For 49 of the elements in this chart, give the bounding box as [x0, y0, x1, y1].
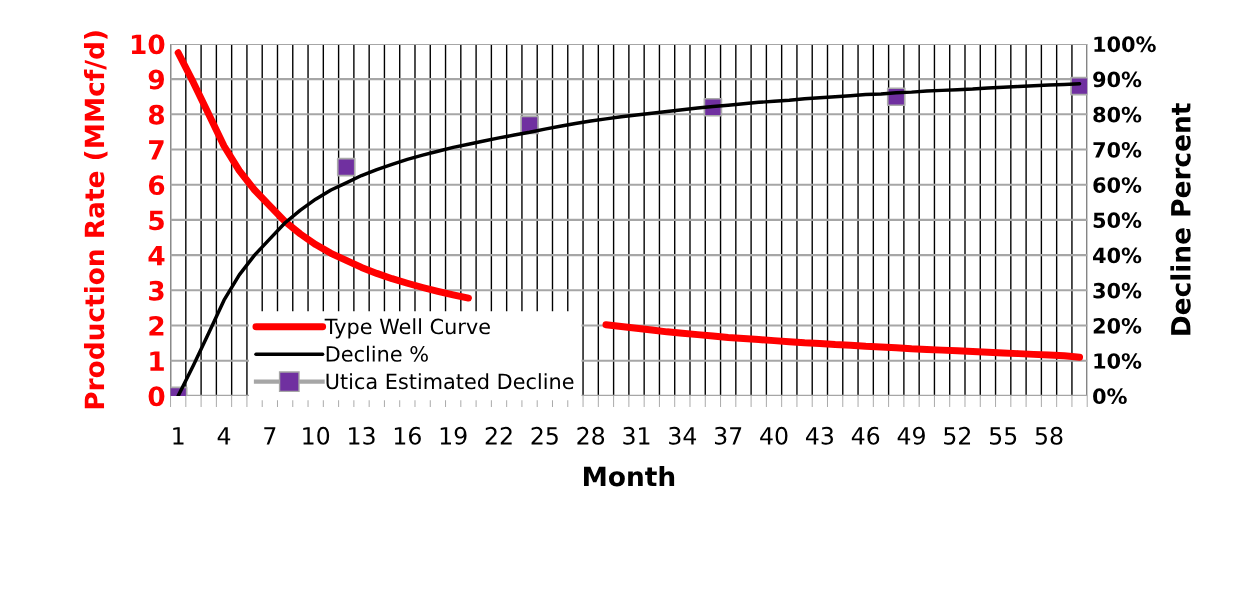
- y-axis-title: Production Rate (MMcf/d): [83, 31, 108, 409]
- y2-tick-label: 10%: [1094, 353, 1142, 369]
- x-axis-title: Month: [584, 465, 675, 487]
- x-tick-label: 40: [760, 426, 788, 445]
- y2-tick-label: 90%: [1093, 71, 1142, 88]
- y2-tick-label: 50%: [1093, 212, 1142, 229]
- y2-tick-label: 60%: [1093, 177, 1142, 193]
- x-tick-label: 43: [805, 426, 833, 445]
- legend-label: Decline %: [326, 345, 428, 362]
- x-tick-label: 13: [349, 426, 375, 445]
- y-tick-label: 2: [149, 315, 164, 336]
- x-tick-label: 16: [394, 426, 421, 445]
- x-tick-label: 22: [485, 426, 512, 445]
- x-tick-label: 19: [440, 426, 467, 445]
- y-tick-label: 0: [148, 386, 165, 407]
- y-tick-label: 6: [148, 175, 165, 196]
- point: [336, 157, 356, 177]
- y2-tick-label: 80%: [1093, 106, 1142, 123]
- y-tick-label: 7: [149, 140, 164, 160]
- y-tick-label: 5: [149, 210, 164, 231]
- y2-tick-label: 70%: [1093, 141, 1142, 158]
- x-tick-label: 46: [851, 426, 880, 445]
- x-tick-label: 1: [173, 427, 184, 445]
- y2-tick-label: 40%: [1093, 247, 1142, 264]
- x-tick-label: 55: [989, 427, 1017, 445]
- x-tick-label: 31: [623, 426, 650, 445]
- y-tick-label: 1: [150, 351, 164, 371]
- x-tick-label: 52: [944, 426, 971, 445]
- x-tick-label: 28: [577, 426, 605, 445]
- x-tick-label: 37: [714, 426, 742, 445]
- x-tick-label: 58: [1035, 426, 1063, 445]
- y-tick-label: 10: [131, 34, 165, 55]
- y-tick-label: 3: [149, 280, 164, 301]
- y-tick-label: 8: [148, 104, 165, 125]
- y2-tick-label: 30%: [1093, 282, 1142, 299]
- x-tick-label: 49: [897, 426, 925, 445]
- y-tick-label: 9: [148, 69, 164, 90]
- y2-tick-label: 0%: [1093, 388, 1127, 405]
- legend-label: Type Well Curve: [324, 318, 490, 339]
- x-tick-label: 34: [669, 426, 697, 445]
- x-tick-label: 7: [264, 427, 276, 445]
- y2-axis-title: Decline Percent: [1170, 103, 1191, 335]
- legend-label: Utica Estimated Decline: [326, 373, 574, 390]
- y2-tick-label: 20%: [1093, 317, 1142, 334]
- y-tick-label: 4: [148, 245, 165, 266]
- x-tick-label: 10: [303, 426, 330, 445]
- x-tick-label: 4: [217, 427, 231, 445]
- y2-tick-label: 100%: [1094, 36, 1156, 53]
- x-tick-label: 25: [531, 426, 558, 445]
